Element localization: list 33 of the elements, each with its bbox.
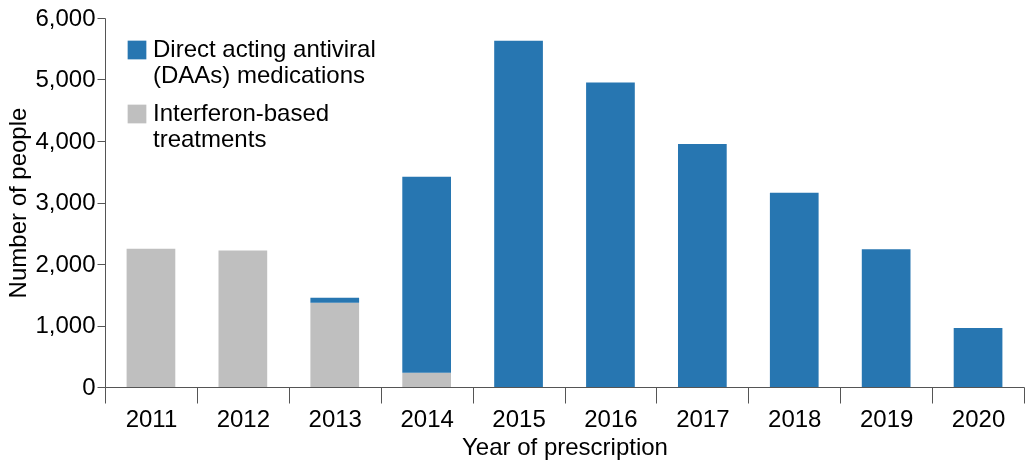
y-tick-label: 2,000 — [35, 249, 96, 277]
y-tick-label: 3,000 — [35, 188, 96, 215]
x-tick-label: 2014 — [400, 404, 454, 432]
y-tick-label: 0 — [82, 372, 96, 400]
bar — [126, 248, 176, 387]
x-tick-label: 2017 — [676, 404, 730, 432]
x-tick-label: 2011 — [125, 404, 178, 432]
bar — [310, 297, 360, 303]
x-axis-title: Year of prescription — [462, 432, 668, 460]
x-tick-label: 2016 — [584, 404, 638, 432]
bar — [310, 302, 360, 387]
x-tick-label: 2020 — [951, 404, 1006, 432]
x-tick-label: 2013 — [308, 404, 362, 432]
bar — [769, 192, 819, 387]
y-tick-label: 1,000 — [35, 311, 96, 338]
bar — [861, 249, 911, 387]
bar — [953, 327, 1003, 387]
y-tick-label: 6,000 — [35, 3, 96, 31]
x-tick-label: 2018 — [768, 404, 822, 432]
x-tick-label: 2019 — [859, 404, 914, 432]
x-tick-label: 2015 — [492, 404, 546, 432]
bar — [402, 176, 451, 373]
bar — [218, 250, 268, 387]
legend-label: Interferon-based treatments — [153, 99, 330, 152]
y-axis-title: Number of people — [4, 107, 32, 299]
y-tick-label: 5,000 — [35, 65, 96, 92]
bar — [678, 144, 727, 387]
y-tick-label: 4,000 — [35, 126, 96, 154]
bar — [402, 372, 451, 387]
bar — [494, 40, 543, 387]
legend-label: Direct acting antiviral (DAAs) medications — [153, 35, 376, 88]
bar — [586, 82, 635, 387]
x-tick-label: 2012 — [216, 404, 271, 432]
